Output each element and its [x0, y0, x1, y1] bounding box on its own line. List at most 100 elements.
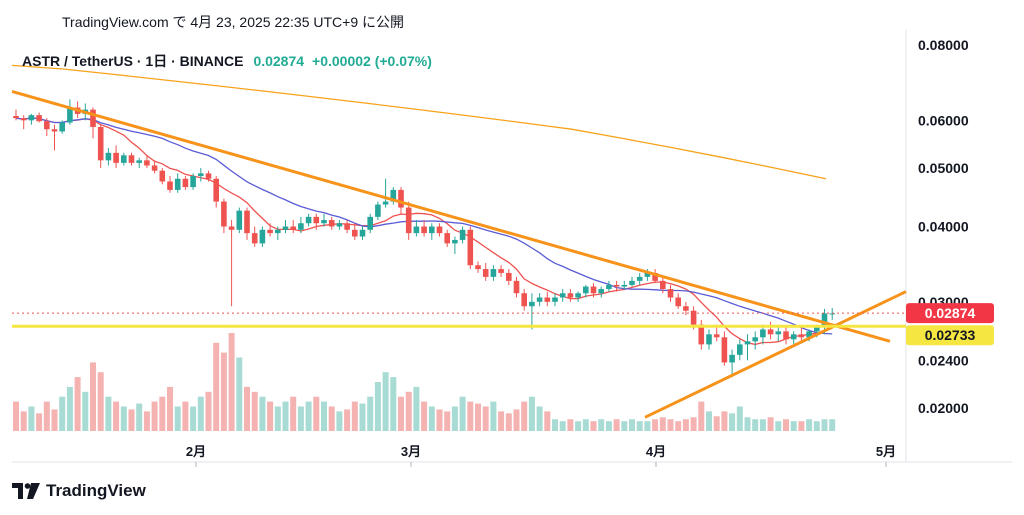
- volume-bar: [775, 421, 782, 431]
- candle-body: [698, 324, 705, 345]
- published-note: TradingView.com で 4月 23, 2025 22:35 UTC+…: [62, 14, 404, 30]
- candle-body: [821, 313, 828, 328]
- candle-body: [713, 334, 720, 338]
- candle-body: [352, 229, 358, 237]
- candle-body: [97, 126, 104, 161]
- descending-trendline: [11, 89, 891, 343]
- symbol-header: ASTR / TetherUS · 1日 · BINANCE 0.02874 +0.…: [22, 51, 432, 71]
- candle-body: [652, 272, 658, 281]
- candle-body: [36, 115, 42, 122]
- y-tick-label: 0.05000: [918, 160, 969, 176]
- volume-bar: [829, 419, 836, 431]
- candle-body: [105, 152, 112, 161]
- candle-body: [575, 293, 581, 298]
- volume-bar: [428, 406, 435, 431]
- volume-bar: [20, 411, 27, 431]
- volume-bar: [436, 409, 443, 431]
- candle-body: [144, 160, 150, 166]
- volume-bar: [798, 421, 805, 431]
- volume-bar: [382, 372, 389, 431]
- candle-body: [321, 220, 327, 224]
- candle-body: [305, 216, 312, 224]
- volume-bar: [297, 406, 304, 431]
- candle-body: [552, 297, 558, 302]
- candle-body: [690, 310, 697, 325]
- volume-bar: [767, 417, 774, 431]
- volume-bar: [413, 386, 420, 431]
- volume-bar: [721, 411, 728, 431]
- volume-bar: [552, 419, 558, 431]
- volume-bar: [313, 396, 320, 431]
- candle-body: [490, 269, 497, 277]
- last-price: 0.02874: [253, 53, 305, 69]
- candle-body: [783, 331, 789, 340]
- candle-body: [282, 226, 289, 230]
- volume-bar: [274, 406, 281, 431]
- candle-body: [367, 216, 373, 230]
- x-tick-label: 5月: [876, 444, 896, 459]
- candle-body: [136, 160, 142, 163]
- volume-bar: [228, 333, 235, 431]
- candle-body: [583, 286, 589, 294]
- candle-body: [382, 201, 389, 205]
- volume-bar: [490, 401, 497, 431]
- candle-body: [529, 301, 535, 307]
- candle-body: [790, 334, 797, 340]
- candle-body: [798, 334, 805, 338]
- volume-bar: [359, 403, 366, 431]
- candle-body: [405, 207, 412, 234]
- volume-bar: [190, 406, 197, 431]
- volume-bar: [51, 409, 58, 431]
- candle-body: [737, 344, 743, 355]
- candle-body: [429, 226, 435, 234]
- candle-body: [174, 178, 181, 190]
- candle-body: [267, 229, 273, 234]
- candle-body: [213, 178, 219, 202]
- candles-layer: [13, 99, 835, 378]
- candle-body: [128, 155, 135, 163]
- candle-body: [636, 276, 643, 281]
- support-tag-box: [906, 325, 994, 346]
- volume-bar: [536, 406, 543, 431]
- tradingview-logo-icon: [12, 483, 40, 499]
- candle-body: [236, 210, 243, 230]
- candle-body: [729, 354, 735, 363]
- brand-footer[interactable]: TradingView: [12, 481, 146, 501]
- volume-bar: [498, 411, 505, 431]
- y-tick-label: 0.08000: [918, 37, 969, 53]
- candle-body: [28, 115, 35, 121]
- volume-bar: [59, 396, 66, 431]
- candle-body: [559, 293, 566, 298]
- volume-bar: [244, 386, 250, 431]
- volume-bar: [444, 411, 451, 431]
- volume-bar: [405, 391, 412, 431]
- candle-body: [660, 280, 666, 290]
- volume-bar: [759, 419, 766, 431]
- candle-body: [606, 284, 612, 290]
- volume-bar: [220, 352, 227, 431]
- x-tick-label: 3月: [401, 444, 421, 459]
- volume-bar: [698, 401, 705, 431]
- volume-bar: [328, 406, 335, 431]
- candle-body: [151, 165, 158, 171]
- volume-bar: [652, 419, 659, 431]
- candle-body: [436, 226, 443, 234]
- candle-body: [259, 229, 266, 244]
- candle-body: [629, 280, 635, 285]
- candle-body: [613, 284, 620, 287]
- support-tag-label: 0.02733: [925, 327, 976, 343]
- volume-bar: [459, 396, 466, 431]
- candle-body: [590, 286, 597, 294]
- y-tick-label: 0.02400: [918, 352, 969, 368]
- volume-bar: [729, 413, 736, 431]
- volume-bar: [28, 406, 35, 431]
- volume-bar: [744, 417, 751, 431]
- volume-bar: [821, 419, 828, 431]
- trendlines-layer: [11, 89, 907, 419]
- x-tick-label: 2月: [186, 444, 206, 459]
- candle-body: [167, 181, 173, 190]
- volume-bar: [713, 416, 720, 431]
- volume-bar: [105, 396, 112, 431]
- price-change: +0.00002 (+0.07%): [312, 53, 432, 69]
